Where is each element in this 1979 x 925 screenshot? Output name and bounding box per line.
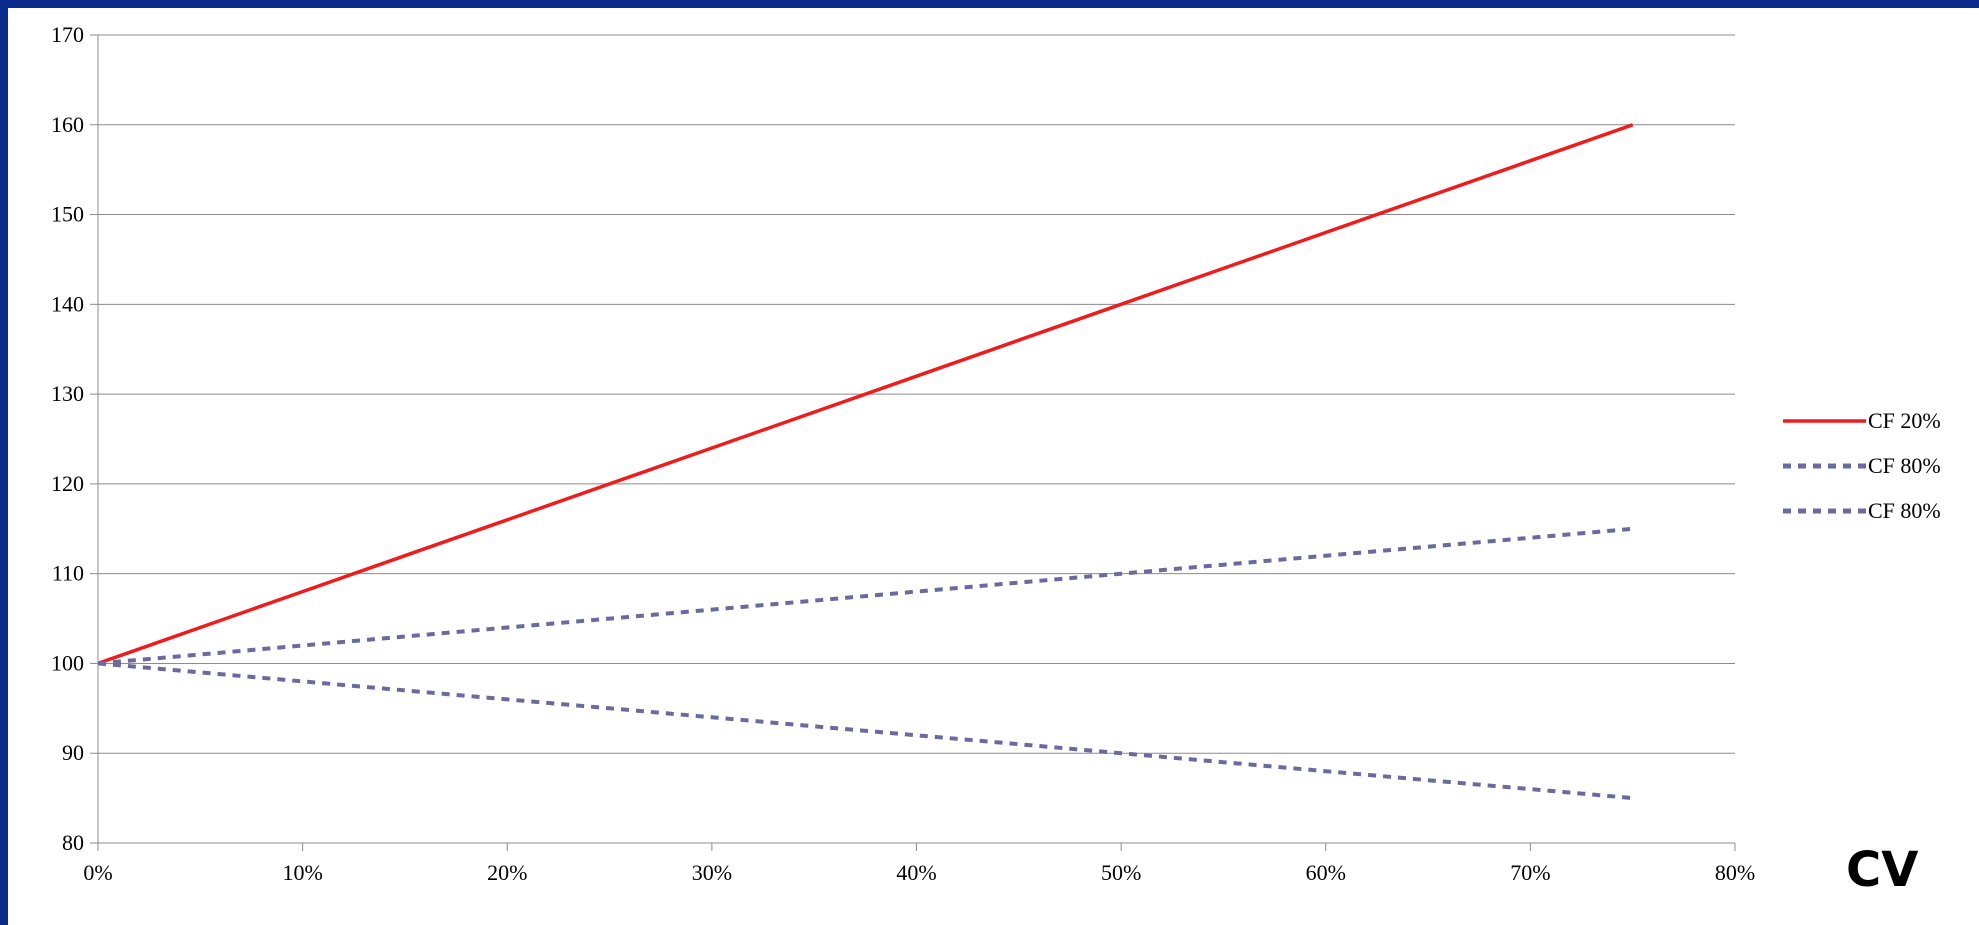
y-tick-label: 100 — [51, 650, 84, 675]
x-tick-label: 30% — [692, 860, 732, 885]
legend-label-1: CF 20% — [1868, 408, 1941, 433]
series-lines — [97, 123, 1634, 801]
y-tick-label: 130 — [51, 381, 84, 406]
tick-labels: 80 90 100 110 120 130 140 150 160 170 0% 10% 20% 30% 4… — [51, 22, 1755, 885]
y-tick-label: 160 — [51, 112, 84, 137]
x-tick-label: 40% — [896, 860, 936, 885]
line-chart: 80 90 100 110 120 130 140 150 160 170 0% 10% 20% 30% 4… — [51, 22, 1941, 885]
chart-frame: 80 90 100 110 120 130 140 150 160 170 0% 10% 20% 30% 4… — [8, 8, 1979, 925]
y-tick-label: 140 — [51, 291, 84, 316]
y-tick-label: 120 — [51, 471, 84, 496]
axes — [90, 34, 1736, 851]
legend: CF 20% CF 80% CF 80% — [1783, 408, 1941, 523]
x-tick-label: 70% — [1510, 860, 1550, 885]
x-tick-label: 60% — [1306, 860, 1346, 885]
x-tick-label: 50% — [1101, 860, 1141, 885]
y-tick-label: 150 — [51, 202, 84, 227]
y-tick-label: 170 — [51, 22, 84, 47]
series-line-2 — [97, 526, 1633, 666]
x-tick-label: 0% — [83, 860, 112, 885]
y-tick-label: 80 — [62, 830, 84, 855]
x-tick-label: 10% — [282, 860, 322, 885]
series-line-3 — [97, 661, 1633, 801]
x-tick-label: 80% — [1715, 860, 1755, 885]
y-tick-label: 110 — [52, 561, 84, 586]
series-line-1 — [97, 123, 1634, 666]
x-axis-label: CV — [1846, 842, 1919, 898]
y-tick-label: 90 — [62, 740, 84, 765]
x-tick-label: 20% — [487, 860, 527, 885]
legend-label-2: CF 80% — [1868, 453, 1941, 478]
gridlines — [98, 34, 1735, 754]
legend-label-3: CF 80% — [1868, 498, 1941, 523]
